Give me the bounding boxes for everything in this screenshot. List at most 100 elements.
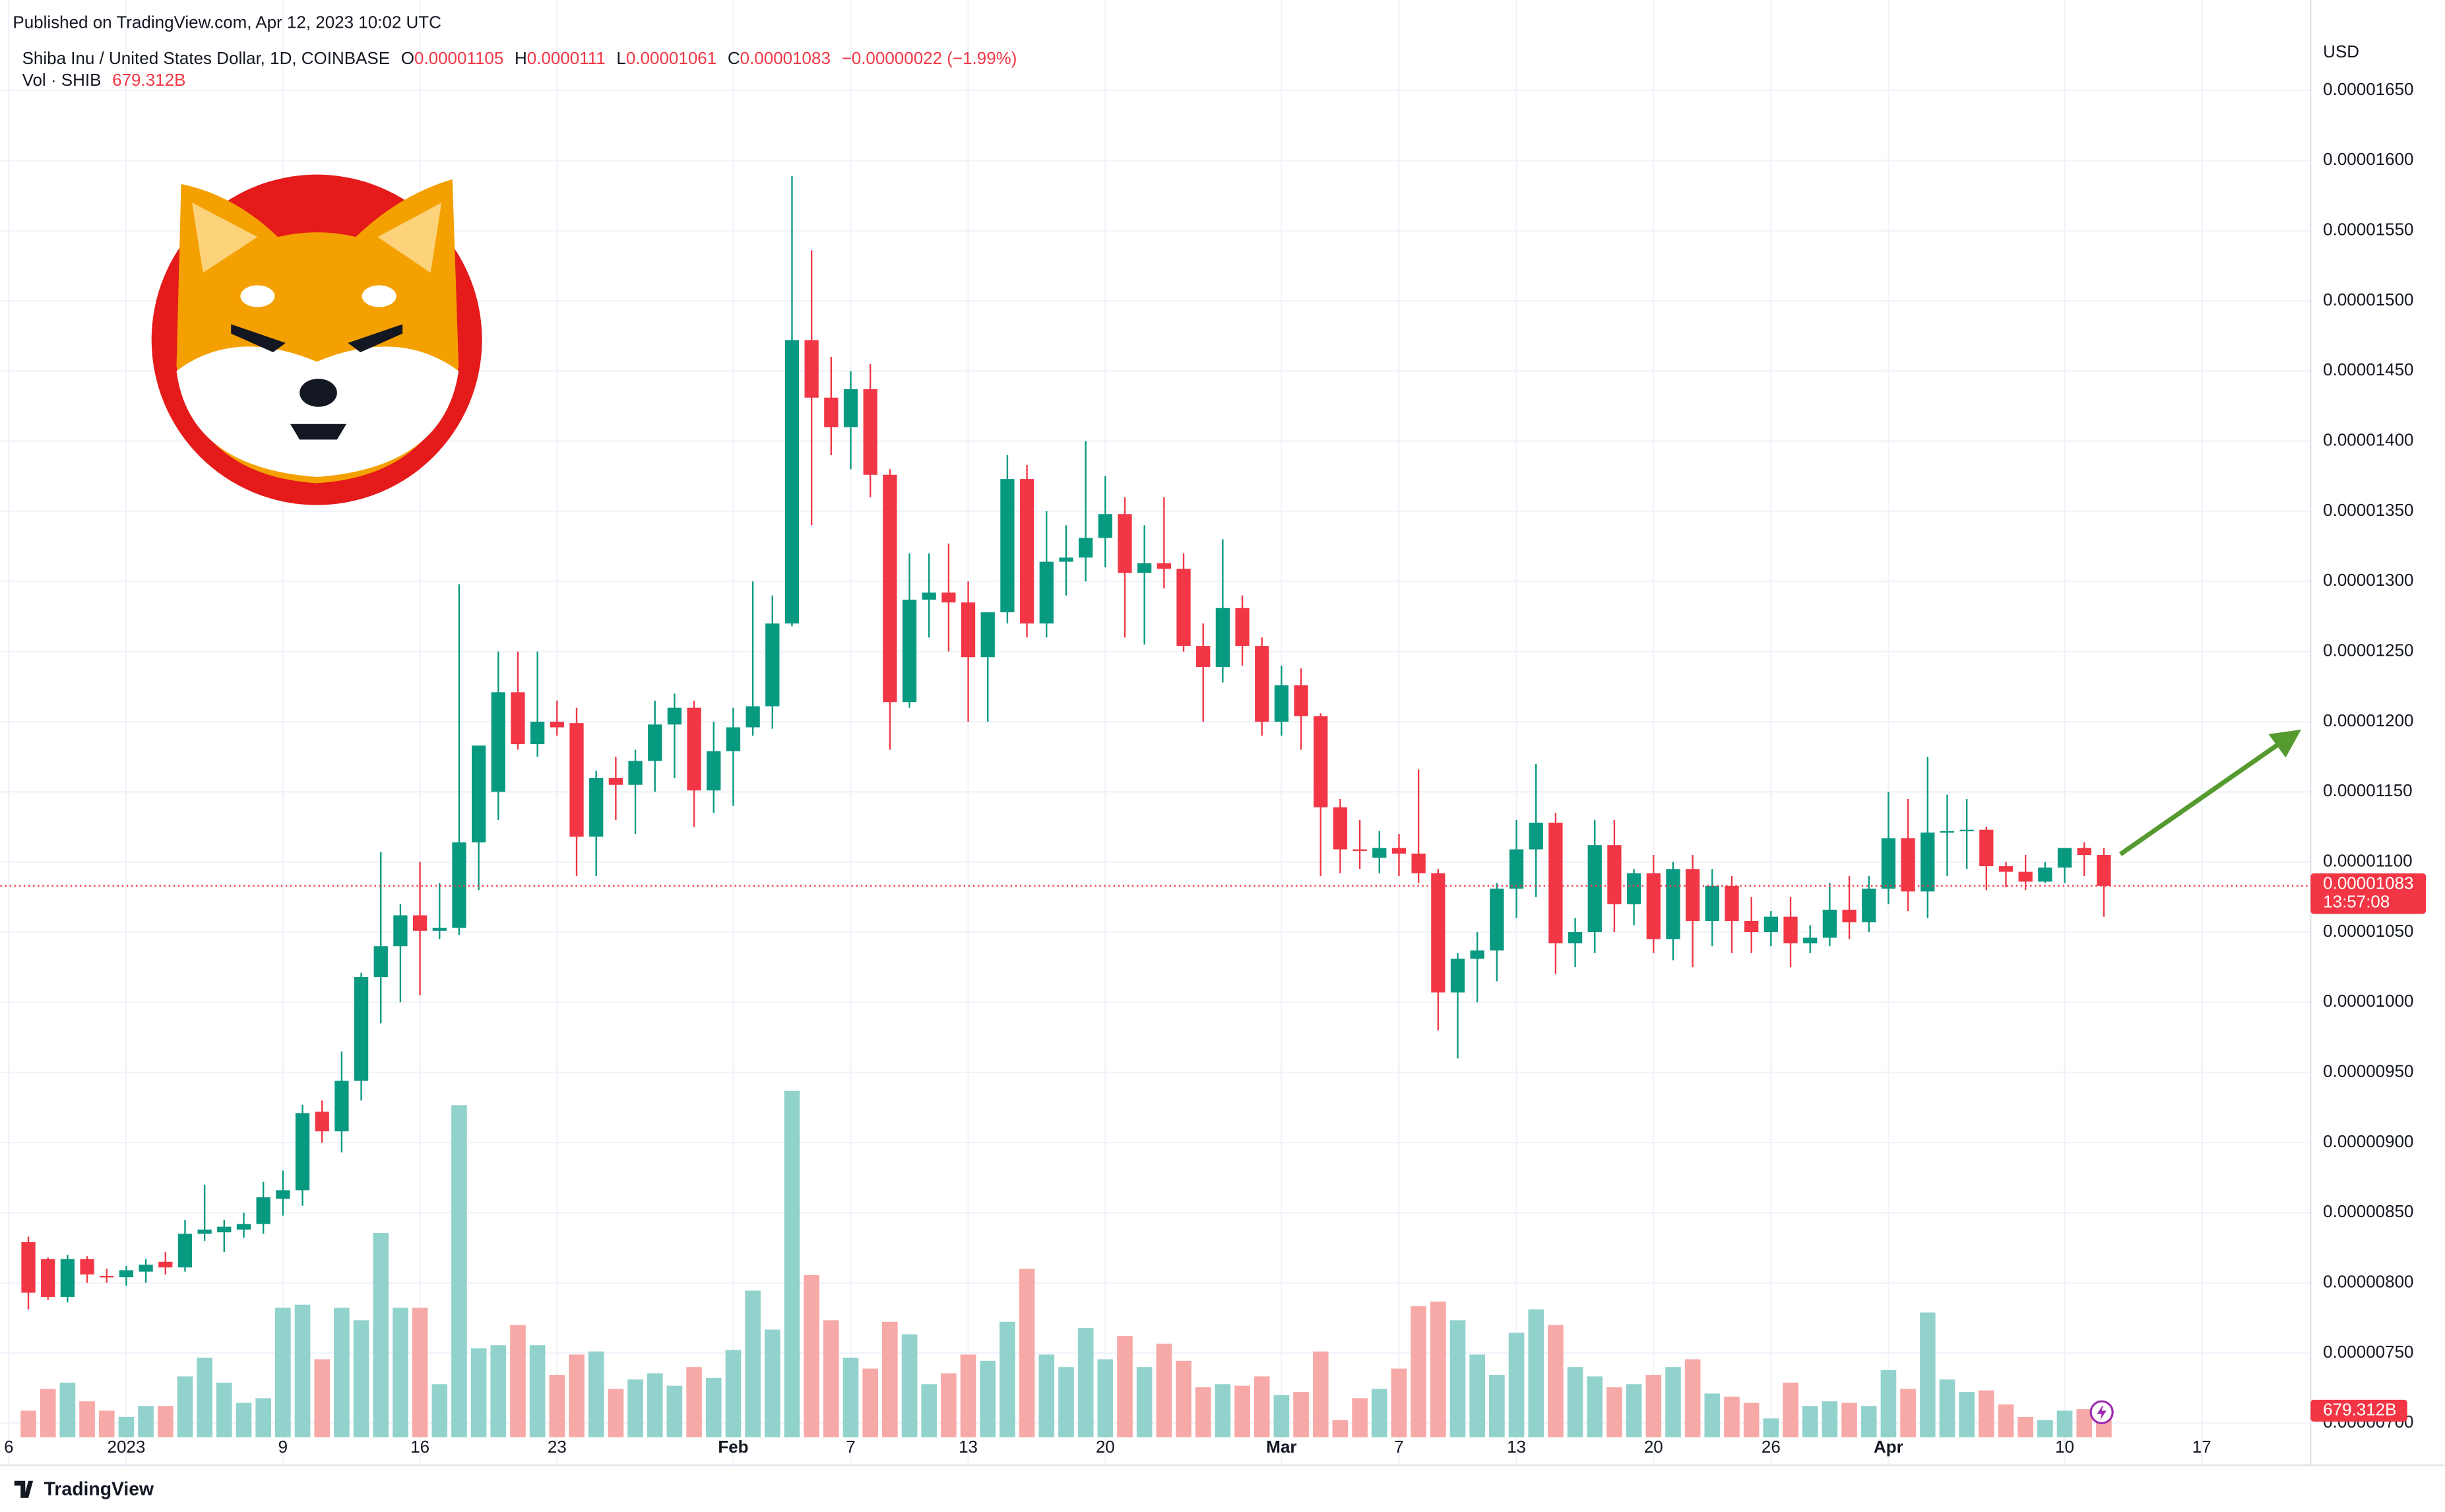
ohlc-letter: O: [401, 48, 414, 68]
candle-body: [530, 722, 545, 745]
volume-bar: [393, 1307, 408, 1437]
volume-bar: [1841, 1402, 1857, 1437]
candle-body: [1705, 885, 1719, 921]
y-tick-label: 0.00001300: [2323, 570, 2413, 590]
y-tick-label: 0.00001050: [2323, 921, 2413, 941]
candle-body: [863, 389, 877, 475]
candle-body: [648, 724, 662, 761]
candle-body: [941, 592, 956, 603]
volume-bar: [784, 1091, 800, 1437]
volume-bar: [412, 1307, 428, 1437]
candle-body: [902, 600, 917, 703]
volume-bar: [470, 1348, 487, 1437]
x-tick-label: Apr: [1874, 1437, 1903, 1457]
volume-bar: [608, 1389, 624, 1437]
candle-body: [1059, 557, 1073, 562]
volume-bar: [921, 1384, 937, 1437]
y-tick-label: 0.00000950: [2323, 1061, 2413, 1081]
volume-bar: [1998, 1404, 2014, 1437]
volume-bar: [823, 1320, 839, 1437]
currency: USD: [2323, 42, 2359, 61]
volume-bar: [1293, 1392, 1309, 1437]
volume-bar: [882, 1321, 898, 1437]
volume-bar: [1822, 1401, 1838, 1437]
candle-body: [1176, 569, 1191, 646]
candle-body: [1372, 848, 1387, 858]
candle-body: [236, 1224, 251, 1230]
candle-body: [412, 915, 428, 931]
volume-bar: [59, 1382, 76, 1437]
candle-body: [1725, 885, 1739, 921]
volume-bar: [177, 1376, 193, 1437]
y-tick-label: 0.00000800: [2323, 1272, 2413, 1292]
volume-bar: [118, 1416, 135, 1437]
volume-bar: [197, 1358, 212, 1437]
candle-body: [804, 340, 819, 398]
countdown: 13:57:08: [2323, 892, 2390, 912]
volume-bar: [510, 1325, 526, 1437]
volume-bar: [98, 1410, 115, 1437]
ohlc-value: 0.00001061: [626, 48, 716, 68]
candle-body: [1019, 479, 1034, 624]
volume-bar: [627, 1379, 643, 1437]
ohlc-value: 0.0000111: [527, 48, 606, 68]
volume-bar: [1880, 1370, 1897, 1437]
candle-body: [119, 1270, 134, 1278]
candle-body: [471, 745, 486, 842]
candle-body: [1470, 950, 1484, 959]
candle-body: [726, 727, 741, 751]
last-price-label: 0.00001083: [2323, 873, 2413, 893]
candle-body: [1098, 514, 1112, 538]
volume-bar: [40, 1389, 56, 1437]
candle-body: [21, 1242, 36, 1293]
trend-arrow: [2118, 729, 2302, 856]
candle-body: [315, 1112, 329, 1131]
volume-bar: [1606, 1387, 1622, 1437]
volume-bar: [1783, 1382, 1798, 1437]
candle-body: [1450, 959, 1465, 993]
volume-bar: [1176, 1360, 1191, 1437]
volume-bar: [529, 1345, 546, 1437]
candle-body: [1294, 685, 1308, 716]
volume-bar: [764, 1329, 780, 1437]
candle-body: [1744, 920, 1759, 933]
candle-body: [1490, 889, 1504, 951]
change: −0.00000022 (−1.99%): [842, 48, 1017, 68]
x-tick-label: 2023: [108, 1437, 146, 1457]
volume-bar: [901, 1334, 918, 1437]
candle-body: [1803, 937, 1818, 944]
x-tick-label: 7: [1394, 1437, 1403, 1457]
candle-body: [1842, 909, 1857, 923]
candle-body: [961, 602, 976, 658]
volume-bar: [1195, 1387, 1211, 1437]
volume-bar: [79, 1401, 95, 1437]
volume-bar: [20, 1410, 36, 1437]
ohlc-letter: H: [515, 48, 527, 68]
ohlc-value: 0.00001083: [740, 48, 831, 68]
y-tick-label: 0.00001000: [2323, 991, 2413, 1011]
y-tick-label: 0.00000900: [2323, 1131, 2413, 1151]
candle-body: [256, 1197, 270, 1224]
candle-body: [843, 389, 858, 427]
candles: [0, 175, 2311, 1310]
volume-bar: [980, 1360, 996, 1437]
candle-body: [628, 761, 643, 785]
volume-bar: [725, 1350, 742, 1437]
volume-bar: [2037, 1420, 2053, 1437]
candle-body: [1352, 849, 1367, 851]
volume-bar: [1626, 1384, 1642, 1437]
candle-body: [1235, 608, 1250, 646]
y-tick-label: 0.00001200: [2323, 710, 2413, 730]
x-tick-label: 20: [1644, 1437, 1663, 1457]
candle-body: [1881, 838, 1896, 889]
candle-body: [1666, 869, 1680, 939]
volume-bar: [373, 1233, 389, 1437]
volume-bar: [1312, 1351, 1329, 1437]
candle-body: [1763, 916, 1778, 933]
candle-body: [393, 915, 408, 947]
volume-bar: [1430, 1302, 1446, 1437]
volume-bar: [1038, 1354, 1055, 1437]
volume-bar: [1273, 1395, 1290, 1437]
candle-body: [2077, 848, 2091, 856]
